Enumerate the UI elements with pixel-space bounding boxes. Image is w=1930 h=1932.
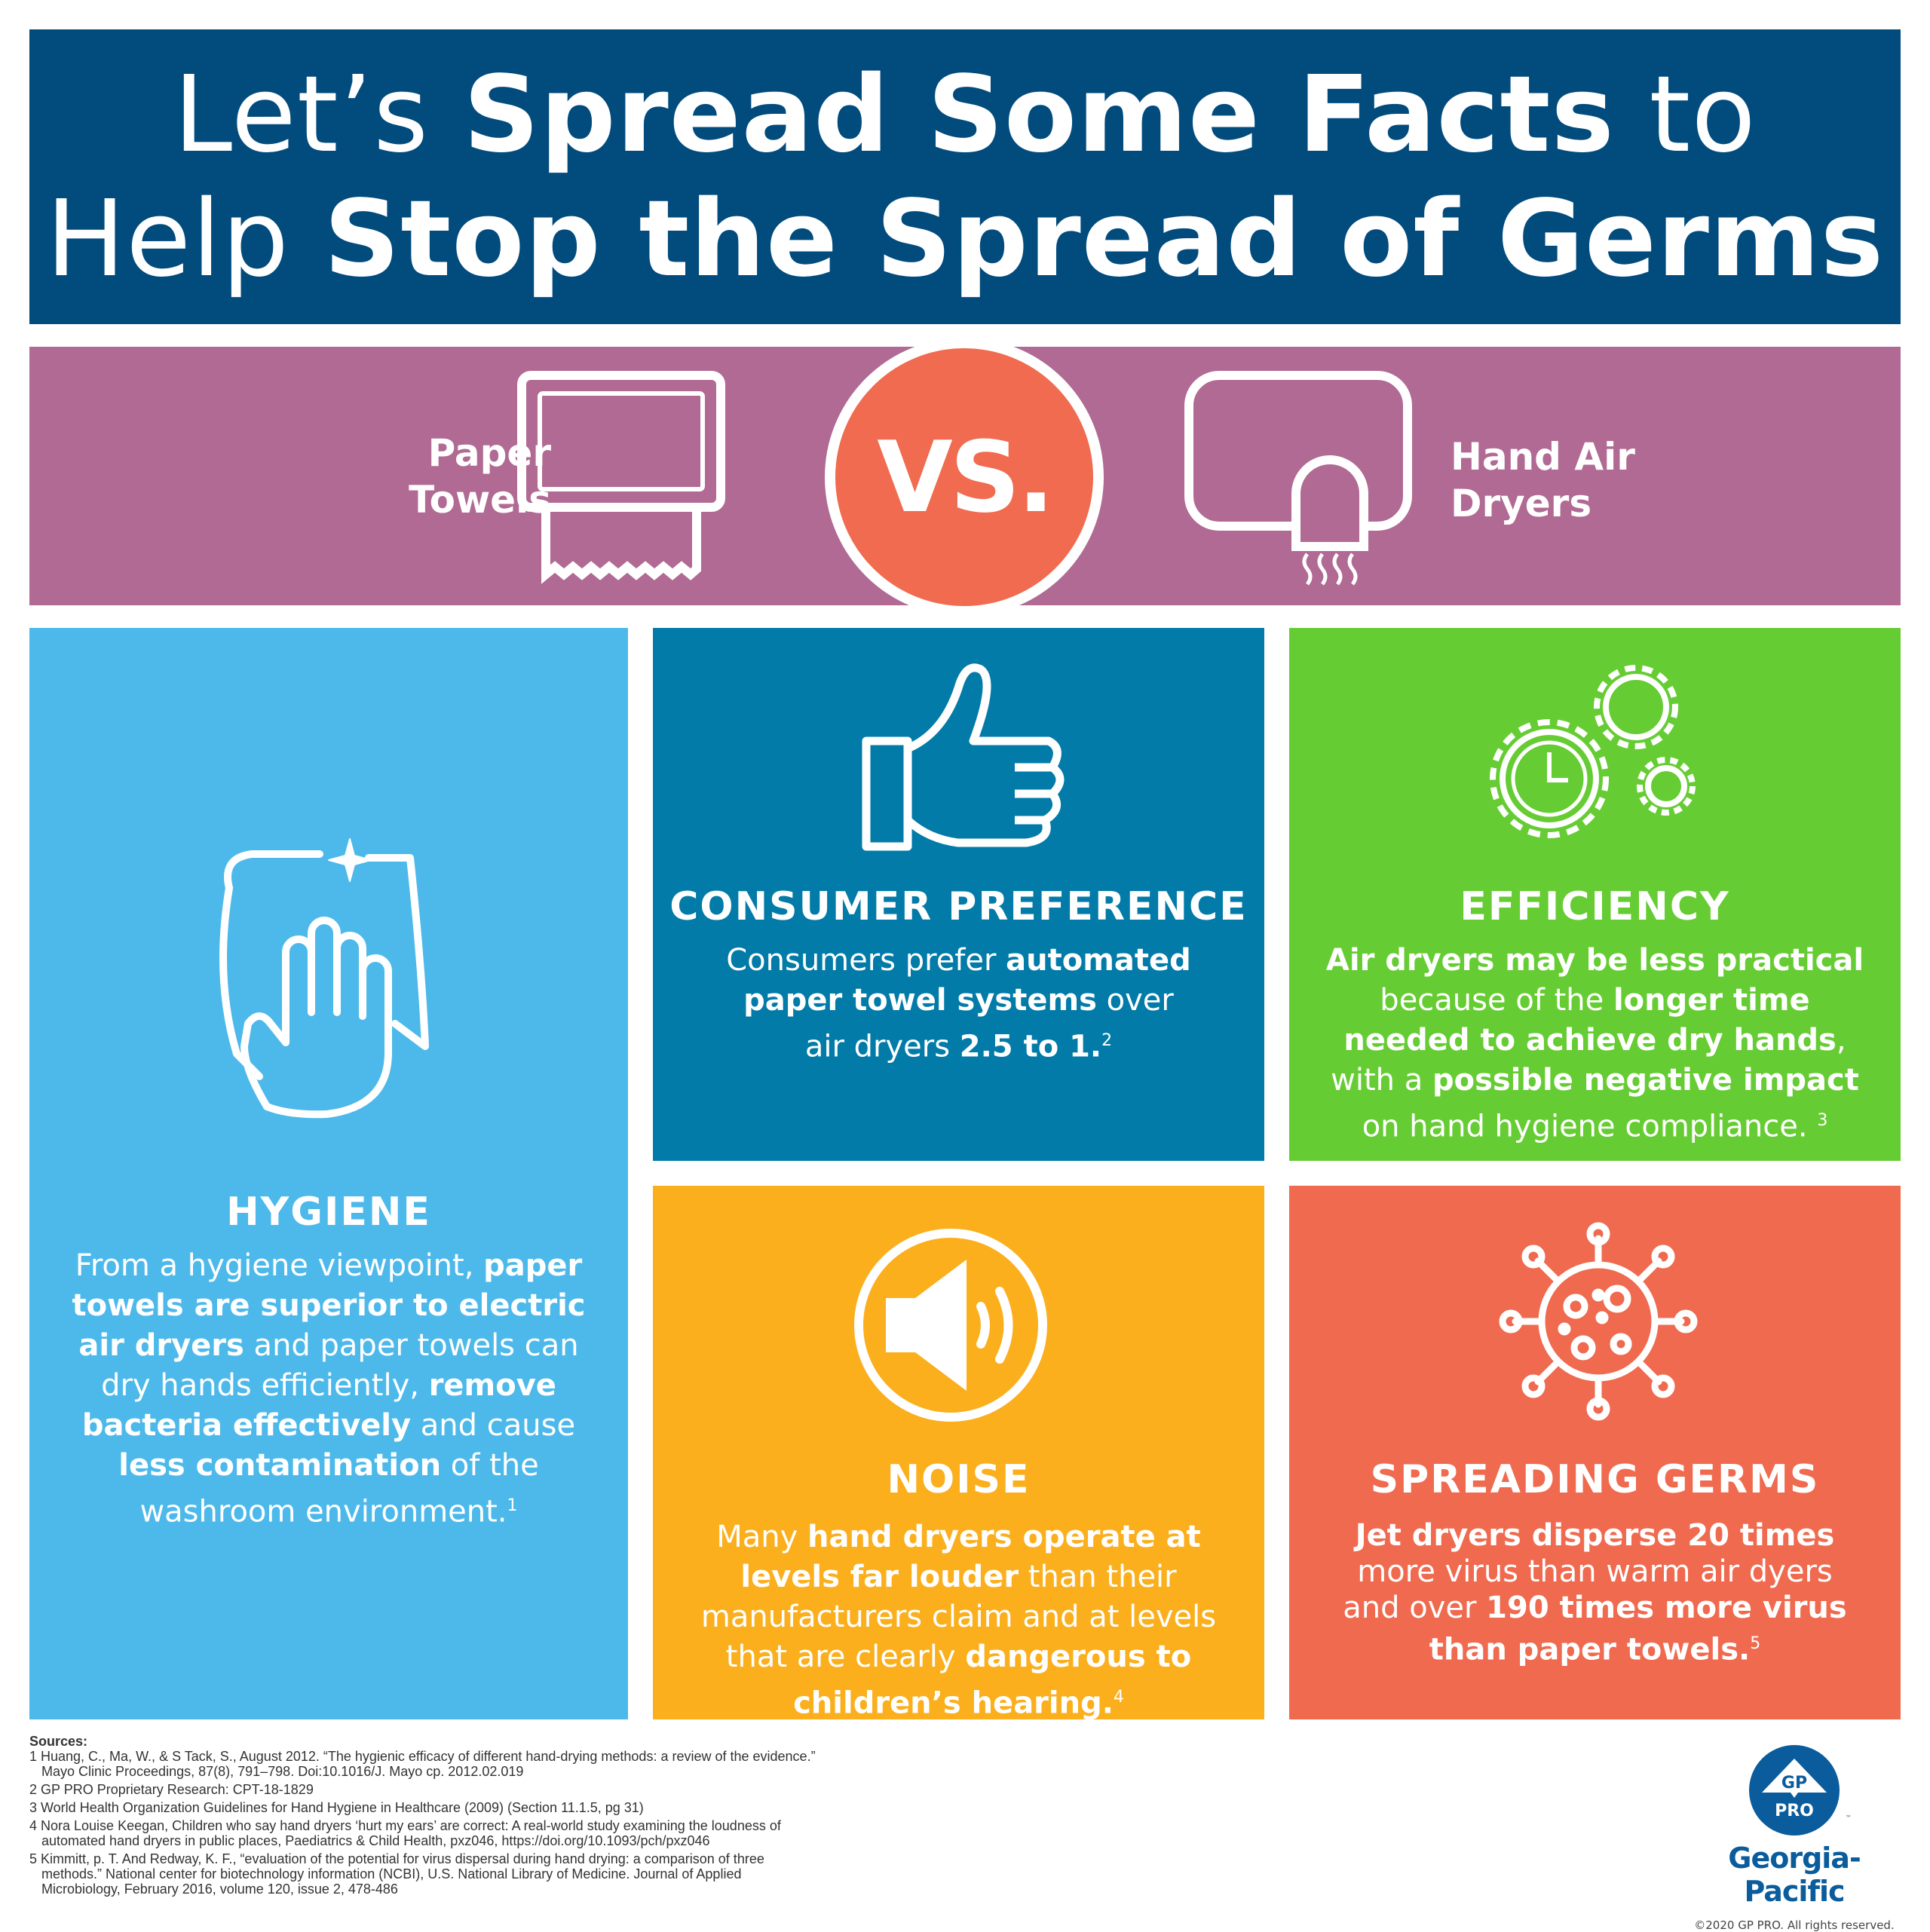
title-text-bold: Stop the Spread of Germs — [323, 177, 1885, 301]
copyright: ©2020 GP PRO. All rights reserved. — [1694, 1918, 1895, 1932]
title-text-bold: Spread Some Facts — [463, 53, 1615, 176]
efficiency-panel: EFFICIENCY Air dryers may be less practi… — [1289, 628, 1901, 1161]
spreading-germs-text: Jet dryers disperse 20 times more virus … — [1343, 1518, 1847, 1667]
efficiency-title: EFFICIENCY — [1460, 884, 1730, 929]
consumer-preference-text: Consumers prefer automated paper towel s… — [726, 943, 1191, 1064]
trademark: ™ — [1846, 1814, 1852, 1821]
sources-heading: Sources: — [29, 1734, 88, 1749]
source-item: 3 World Health Organization Guidelines f… — [29, 1800, 644, 1815]
title-text: Let’s — [173, 53, 464, 176]
source-item: 5 Kimmitt, p. T. And Redway, K. F., “eva… — [29, 1851, 764, 1897]
speaker-icon — [854, 1229, 1047, 1422]
consumer-preference-panel: CONSUMER PREFERENCE Consumers prefer aut… — [653, 628, 1264, 1161]
hand-air-dryers-label: Hand Air Dryers — [1451, 435, 1635, 525]
paper-towel-dispenser-icon — [517, 371, 725, 584]
thumbs-up-icon — [862, 663, 1065, 851]
hand-dryer-icon — [1184, 371, 1412, 586]
efficiency-text: Air dryers may be less practical because… — [1325, 943, 1864, 1144]
triangle-icon — [1762, 1759, 1827, 1798]
hygiene-panel: HYGIENE From a hygiene viewpoint, paper … — [29, 628, 628, 1719]
noise-panel: NOISE Many hand dryers operate at levels… — [653, 1186, 1264, 1720]
gears-clock-icon — [1490, 665, 1696, 838]
badge-gp: GP — [1781, 1774, 1808, 1793]
brand-name: Georgia-Pacific — [1728, 1842, 1861, 1908]
vs-badge: VS. — [825, 338, 1104, 617]
sources-list: Sources: 1 Huang, C., Ma, W., & S Tack, … — [29, 1734, 1009, 1900]
source-item: 4 Nora Louise Keegan, Children who say h… — [29, 1818, 781, 1848]
virus-icon — [1499, 1222, 1698, 1421]
title-text: Help — [45, 177, 324, 301]
title-text: to — [1614, 53, 1757, 176]
title-line-1: Let’s Spread Some Facts to — [173, 53, 1757, 177]
source-item: 2 GP PRO Proprietary Research: CPT-18-18… — [29, 1782, 314, 1797]
title-line-2: Help Stop the Spread of Germs — [46, 177, 1884, 302]
hygiene-text: From a hygiene viewpoint, paper towels a… — [72, 1248, 586, 1529]
title-banner: Let’s Spread Some Facts to Help Stop the… — [29, 29, 1901, 324]
georgia-pacific-logo: GP PRO ™ Georgia-Pacific ©2020 GP PRO. A… — [1689, 1745, 1900, 1932]
noise-text: Many hand dryers operate at levels far l… — [700, 1520, 1217, 1721]
spreading-germs-title: SPREADING GERMS — [1370, 1457, 1820, 1502]
consumer-preference-title: CONSUMER PREFERENCE — [669, 884, 1248, 929]
paper-towels-label: Paper Towels — [409, 431, 551, 522]
source-item: 1 Huang, C., Ma, W., & S Tack, S., Augus… — [29, 1749, 816, 1779]
hand-towel-icon — [219, 838, 429, 1119]
hygiene-title: HYGIENE — [226, 1190, 431, 1235]
badge-pro: PRO — [1775, 1802, 1814, 1820]
noise-title: NOISE — [887, 1457, 1031, 1502]
gp-pro-badge: GP PRO ™ — [1749, 1745, 1852, 1836]
spreading-germs-panel: SPREADING GERMS Jet dryers disperse 20 t… — [1289, 1186, 1901, 1719]
